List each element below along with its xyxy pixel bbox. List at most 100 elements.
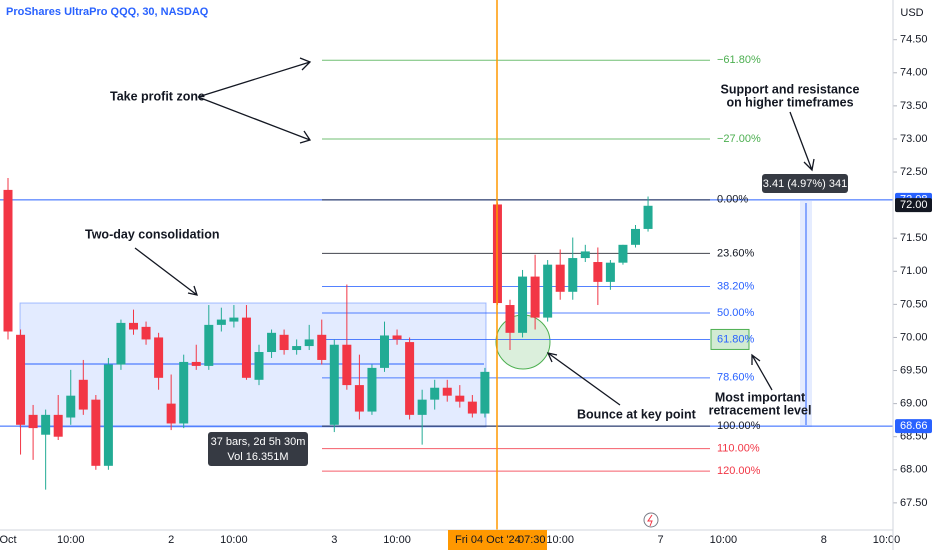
candle-body	[329, 344, 339, 425]
candle-body	[505, 305, 515, 333]
candle-body	[467, 401, 477, 414]
candle-body	[91, 399, 101, 466]
candle-body	[28, 414, 38, 429]
price-badge	[895, 419, 932, 434]
measure-box	[762, 174, 848, 193]
candle-body	[129, 322, 138, 330]
fib-label: 78.60%	[717, 372, 755, 384]
annotation: Support and resistance	[721, 82, 860, 96]
candle-body	[53, 414, 63, 437]
fib-label: −61.80%	[717, 54, 761, 66]
candle-body	[166, 403, 176, 424]
candle-body	[480, 371, 490, 414]
crosshair-label-box	[448, 530, 547, 550]
candle-body	[254, 352, 264, 380]
candle-body	[643, 205, 653, 229]
annotation: Two-day consolidation	[85, 227, 220, 241]
candle-body	[618, 244, 628, 263]
candle-body	[41, 414, 51, 435]
currency: USD	[900, 7, 923, 19]
price-badge-label: 68.66	[900, 420, 928, 432]
candle-body	[354, 385, 364, 412]
candle-body	[279, 334, 289, 351]
candle-body	[292, 346, 302, 351]
annotation: Most important	[715, 390, 806, 404]
annotation: Bounce at key point	[577, 407, 697, 421]
candle-body	[442, 387, 452, 396]
candle-body	[518, 276, 528, 333]
fib-label: 120.00%	[717, 465, 761, 477]
candle-body	[267, 332, 277, 353]
x-tick-label: 3	[331, 534, 337, 546]
y-tick-label: 69.00	[900, 398, 928, 410]
arrow	[546, 352, 621, 406]
y-tick-label: 74.50	[900, 34, 928, 46]
y-tick-label: 69.50	[900, 364, 928, 376]
candle-body	[216, 319, 226, 325]
x-tick-label: 10:00	[383, 534, 411, 546]
consolidation-zone	[19, 302, 487, 428]
candle-layer	[3, 177, 653, 490]
y-tick-label: 71.50	[900, 232, 928, 244]
candle-body	[16, 334, 26, 425]
annotation: retracement level	[709, 403, 812, 417]
fib-label: 23.60%	[717, 247, 755, 259]
candle-body	[405, 342, 415, 415]
candle-body	[66, 395, 76, 418]
annotation: Take profit zone	[110, 89, 205, 103]
x-tick-label: 8	[821, 534, 827, 546]
candle-body	[317, 334, 327, 360]
x-tick-label: 10:00	[546, 534, 574, 546]
candle-body	[605, 262, 615, 282]
price-badge	[895, 198, 932, 213]
arrow	[789, 111, 815, 172]
fib-label: 0.00%	[717, 194, 748, 206]
candle-body	[342, 344, 352, 386]
fib-label: 110.00%	[717, 443, 760, 455]
candle-body	[417, 399, 427, 415]
candle-body	[555, 264, 565, 292]
range-info: 37 bars, 2d 5h 30m	[211, 436, 306, 448]
candle-body	[455, 395, 465, 402]
fib-label: −27.00%	[717, 133, 761, 145]
candle-body	[78, 379, 88, 410]
candle-body	[229, 317, 239, 322]
fib-label: 50.00%	[717, 307, 755, 319]
candle-body	[241, 317, 251, 378]
candle-body	[103, 364, 113, 466]
y-tick-label: 70.00	[900, 331, 928, 343]
y-tick-label: 68.50	[900, 431, 928, 443]
fib-label: 38.20%	[717, 280, 755, 292]
y-tick-label: 68.00	[900, 464, 928, 476]
arrow	[134, 247, 198, 296]
crosshair-label: Fri 04 Oct '24	[455, 534, 521, 546]
candle-body	[179, 361, 189, 424]
y-tick-label: 71.00	[900, 265, 928, 277]
icon[interactable]	[643, 512, 659, 528]
candle-body	[430, 387, 440, 400]
x-tick-label: 7	[658, 534, 664, 546]
candle-body	[191, 361, 201, 366]
x-tick-label: 10:00	[57, 534, 85, 546]
range-info: Vol 16.351M	[227, 451, 288, 463]
chart-title: ProShares UltraPro QQQ, 30, NASDAQ	[6, 6, 209, 18]
icon-bolt	[647, 514, 653, 527]
fib-highlight	[710, 328, 750, 350]
crosshair-label: 07:30	[518, 534, 546, 546]
y-tick-label: 72.50	[900, 166, 928, 178]
fib-label: 61.80%	[717, 333, 755, 345]
candle-body	[204, 324, 214, 366]
y-tick-label: 74.00	[900, 67, 928, 79]
candle-body	[631, 228, 640, 245]
measure-label: 3.41 (4.97%) 341	[763, 178, 847, 190]
candle-body	[367, 367, 377, 412]
candle-body	[392, 335, 402, 340]
candle-body	[380, 335, 389, 368]
candle-body	[141, 326, 151, 340]
arrow	[751, 353, 773, 391]
candle-body	[116, 322, 126, 365]
y-tick-label: 70.50	[900, 298, 928, 310]
range-info-box	[208, 432, 308, 466]
